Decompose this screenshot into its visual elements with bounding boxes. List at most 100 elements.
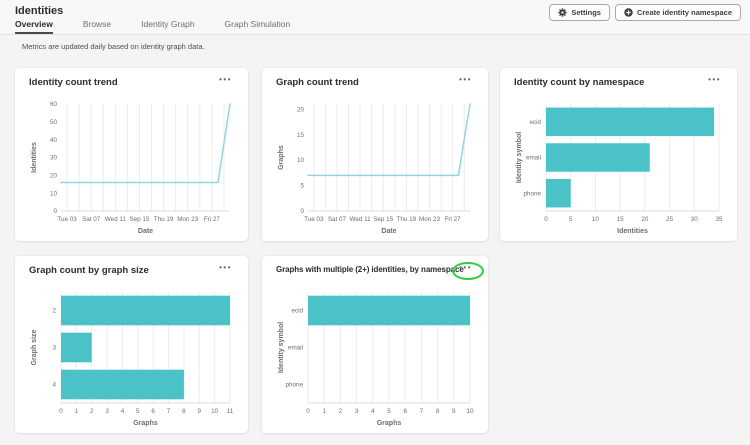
chart-title-identity-count-trend: Identity count trend [29,77,118,88]
svg-text:10: 10 [466,408,474,415]
svg-text:Fri 27: Fri 27 [204,216,221,223]
card-graphs-multiple-identities-by-namespace: Graphs with multiple (2+) identities, by… [262,256,488,433]
chart-title-graph-count-trend: Graph count trend [276,77,359,88]
svg-text:6: 6 [403,408,407,415]
tab-identity-graph[interactable]: Identity Graph [141,19,195,29]
svg-text:Wed 11: Wed 11 [350,216,372,223]
svg-text:4: 4 [371,408,375,415]
svg-text:Graphs: Graphs [133,420,158,427]
svg-text:phone: phone [523,190,541,197]
svg-text:Graphs: Graphs [377,420,402,427]
svg-text:ecid: ecid [529,119,541,126]
gear-icon [558,8,568,17]
header-actions: Settings Create identity namespace [549,4,741,21]
more-menu-icon[interactable]: ••• [704,73,725,87]
svg-text:40: 40 [50,137,58,144]
svg-text:25: 25 [666,216,674,223]
svg-text:Identity symbol: Identity symbol [278,322,285,373]
svg-text:0: 0 [306,408,310,415]
card-graph-count-trend: Graph count trend ••• 0 5 10 15 20 Tue 03 Sat … [262,68,488,241]
svg-text:1: 1 [322,408,326,415]
svg-text:35: 35 [715,216,723,223]
svg-text:3: 3 [52,345,56,352]
svg-text:8: 8 [182,408,186,415]
svg-text:phone: phone [285,382,303,389]
svg-text:10: 10 [297,157,305,164]
card-identity-count-by-namespace: Identity count by namespace ••• ecid emai… [500,68,737,241]
create-button-label: Create identity namespace [636,8,732,17]
more-menu-icon[interactable]: ••• [455,261,476,275]
svg-text:Mon 23: Mon 23 [177,216,199,223]
chart-title-identity-count-by-namespace: Identity count by namespace [514,77,645,88]
settings-button[interactable]: Settings [549,4,610,21]
svg-text:Sat 07: Sat 07 [328,216,347,223]
svg-text:20: 20 [50,173,58,180]
more-menu-icon[interactable]: ••• [215,261,236,275]
page-header: Identities Settings [0,0,750,35]
svg-text:30: 30 [691,216,699,223]
svg-text:Tue 03: Tue 03 [304,216,324,223]
svg-text:1: 1 [75,408,79,415]
page-title: Identities [15,5,64,17]
svg-text:3: 3 [105,408,109,415]
graphs-multiple-identities-chart: ecid email phone 0 1 2 3 4 5 6 7 8 9 10 Graphs Identity… [274,286,478,427]
more-menu-icon[interactable]: ••• [455,73,476,87]
chart-title-graph-count-by-graph-size: Graph count by graph size [29,265,149,276]
settings-button-label: Settings [571,8,601,17]
svg-text:20: 20 [641,216,649,223]
tab-overview[interactable]: Overview [15,19,53,34]
svg-text:Sep 15: Sep 15 [373,216,393,223]
svg-text:ecid: ecid [291,308,303,315]
svg-text:15: 15 [297,132,305,139]
svg-text:7: 7 [167,408,171,415]
identity-count-trend-chart: 0 10 20 30 40 50 60 Tue 03 Sat 07 Wed 11 Sep 15 Thu… [27,98,238,235]
svg-text:Sat 07: Sat 07 [82,216,101,223]
tab-graph-simulation[interactable]: Graph Simulation [224,19,291,29]
graph-count-by-graph-size-chart: 2 3 4 0 1 2 3 4 5 6 7 8 9 10 11 Graphs Graph size [27,286,238,427]
svg-text:4: 4 [121,408,125,415]
svg-text:Tue 03: Tue 03 [57,216,77,223]
svg-text:2: 2 [52,308,56,315]
svg-text:Identities: Identities [617,228,648,235]
card-identity-count-trend: Identity count trend ••• 0 10 20 30 40 50 60 Tu… [15,68,248,241]
svg-text:email: email [288,345,303,352]
svg-text:Mon 23: Mon 23 [419,216,441,223]
svg-text:20: 20 [297,106,305,113]
svg-text:Thu 19: Thu 19 [397,216,417,223]
svg-text:Graph size: Graph size [31,330,38,366]
identity-count-by-namespace-chart: ecid email phone 0 5 10 15 20 25 30 35 Identities Id… [512,98,727,235]
svg-text:Identity symbol: Identity symbol [516,132,523,183]
svg-text:Thu 19: Thu 19 [154,216,174,223]
svg-text:50: 50 [50,119,58,126]
svg-text:9: 9 [452,408,456,415]
svg-text:5: 5 [569,216,573,223]
card-graph-count-by-graph-size: Graph count by graph size ••• 2 3 4 0 1 2 3 4 5 6… [15,256,248,433]
plus-circle-icon [624,8,633,17]
svg-text:0: 0 [300,208,304,215]
more-menu-icon[interactable]: ••• [215,73,236,87]
svg-text:2: 2 [90,408,94,415]
svg-text:8: 8 [436,408,440,415]
metrics-notice: Metrics are updated daily based on ident… [22,42,205,51]
svg-text:email: email [526,155,541,162]
svg-text:9: 9 [198,408,202,415]
tab-browse[interactable]: Browse [82,19,112,29]
svg-text:10: 10 [211,408,219,415]
svg-text:5: 5 [387,408,391,415]
svg-text:7: 7 [420,408,424,415]
svg-text:10: 10 [50,190,58,197]
svg-text:Graphs: Graphs [278,145,285,170]
svg-text:Wed 11: Wed 11 [105,216,127,223]
chart-title-graphs-multiple-identities: Graphs with multiple (2+) identities, by… [276,265,464,274]
svg-text:60: 60 [50,101,58,108]
graph-count-trend-chart: 0 5 10 15 20 Tue 03 Sat 07 Wed 11 Sep 15 Thu 19 Mo… [274,98,478,235]
svg-text:0: 0 [544,216,548,223]
svg-text:Fri 27: Fri 27 [445,216,462,223]
svg-text:Date: Date [138,228,153,235]
svg-text:15: 15 [617,216,625,223]
create-identity-namespace-button[interactable]: Create identity namespace [614,4,741,21]
svg-text:Identities: Identities [31,142,38,173]
svg-text:Date: Date [381,228,396,235]
svg-text:0: 0 [59,408,63,415]
